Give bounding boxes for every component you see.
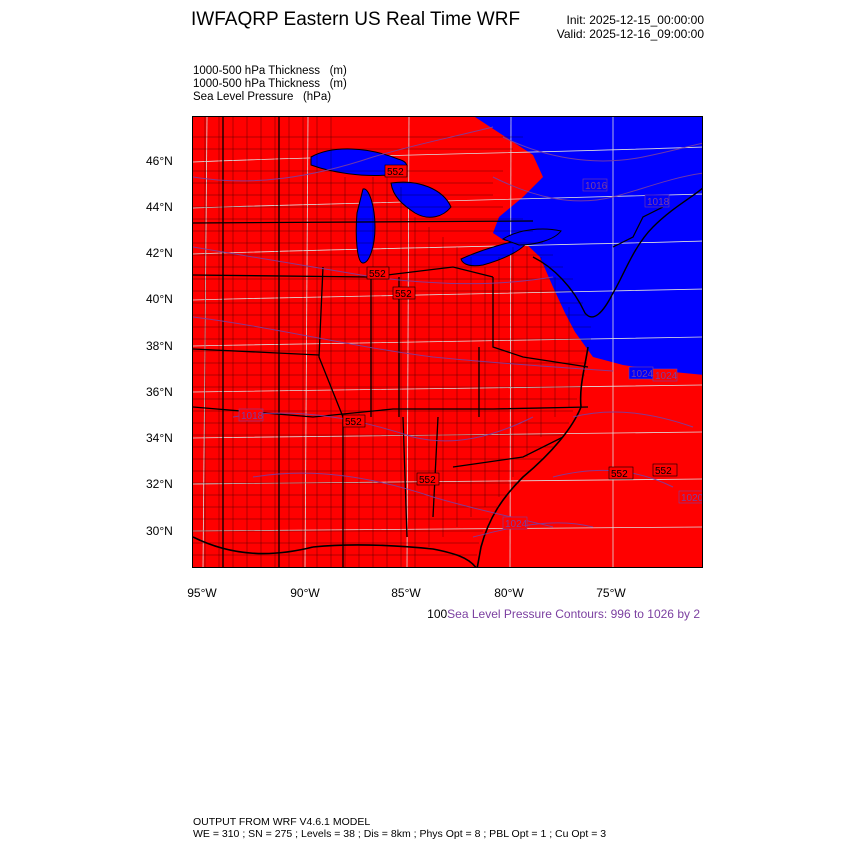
cold-air-region [475, 117, 702, 375]
lat-label-44n: 44°N [146, 200, 173, 214]
lat-label-32n: 32°N [146, 477, 173, 491]
thickness-label: 552 [387, 167, 404, 178]
lon-label-75w: 75°W [596, 586, 626, 600]
slp-label: 1024 [655, 371, 678, 382]
lat-label-42n: 42°N [146, 246, 173, 260]
thickness-label: 552 [611, 469, 628, 480]
great-lakes [310, 148, 562, 267]
thickness-label: 552 [419, 475, 436, 486]
map-canvas: 552 552 552 552 552 552 552 1016 1018 10… [193, 117, 703, 567]
lat-label-36n: 36°N [146, 385, 173, 399]
thickness-label: 552 [345, 417, 362, 428]
lat-label-38n: 38°N [146, 339, 173, 353]
run-times: Init: 2025-12-15_00:00:00 Valid: 2025-12… [557, 13, 704, 41]
init-time: Init: 2025-12-15_00:00:00 [566, 13, 704, 27]
boundaries [193, 117, 702, 567]
slp-contour-note: 100Sea Level Pressure Contours: 996 to 1… [427, 607, 700, 621]
valid-time: Valid: 2025-12-16_09:00:00 [556, 27, 704, 41]
lat-label-34n: 34°N [146, 431, 173, 445]
slp-label: 1024 [631, 369, 654, 380]
lon-label-80w: 80°W [494, 586, 524, 600]
slp-contour-labels: 1016 1018 1024 1024 1020 1024 1018 [238, 178, 703, 530]
graticule [193, 117, 702, 567]
slp-note-text: Sea Level Pressure Contours: 996 to 1026… [447, 607, 700, 621]
slp-label: 1018 [241, 411, 264, 422]
thickness-contour-labels: 552 552 552 552 552 552 552 [342, 164, 678, 486]
lon-label-95w: 95°W [187, 586, 217, 600]
lat-label-46n: 46°N [146, 154, 173, 168]
thickness-label: 552 [369, 269, 386, 280]
field-label-slp: Sea Level Pressure (hPa) [193, 91, 332, 103]
lon-label-85w: 85°W [391, 586, 421, 600]
slp-label: 1024 [505, 519, 528, 530]
slp-label: 1016 [585, 181, 608, 192]
lon-label-90w: 90°W [290, 586, 320, 600]
thickness-label: 552 [655, 466, 672, 477]
field-label-thickness-2: 1000-500 hPa Thickness (m) [193, 78, 347, 90]
thickness-label: 552 [395, 289, 412, 300]
map-title: IWFAQRP Eastern US Real Time WRF [191, 9, 521, 30]
model-version: OUTPUT FROM WRF V4.6.1 MODEL [193, 816, 371, 828]
slp-note-prefix: 100 [427, 607, 448, 621]
model-info: OUTPUT FROM WRF V4.6.1 MODEL WE = 310 ; … [193, 816, 606, 840]
field-label-thickness-1: 1000-500 hPa Thickness (m) [193, 65, 347, 77]
model-config: WE = 310 ; SN = 275 ; Levels = 38 ; Dis … [193, 828, 607, 840]
slp-label: 1020 [681, 493, 703, 504]
map-panel: 552 552 552 552 552 552 552 1016 1018 10… [192, 116, 703, 568]
slp-label: 1018 [647, 197, 670, 208]
lat-label-40n: 40°N [146, 292, 173, 306]
lat-label-30n: 30°N [146, 524, 173, 538]
field-legend: 1000-500 hPa Thickness (m) 1000-500 hPa … [193, 65, 347, 104]
